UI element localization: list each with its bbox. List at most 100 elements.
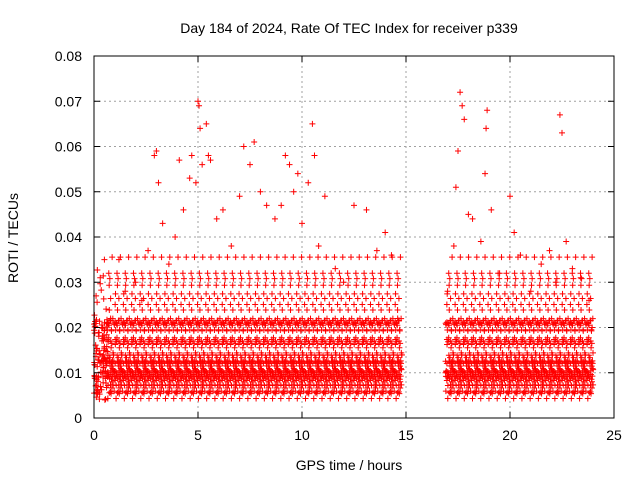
data-point: [361, 322, 368, 329]
data-point: [236, 290, 243, 297]
data-point: [161, 290, 168, 297]
data-point: [450, 243, 457, 250]
data-point: [261, 382, 268, 389]
data-point: [559, 129, 565, 136]
data-point: [228, 243, 235, 250]
data-point: [453, 270, 460, 277]
data-point: [546, 344, 553, 351]
data-point: [336, 322, 343, 329]
data-point: [314, 327, 321, 334]
data-point: [265, 385, 272, 392]
data-point: [584, 341, 591, 348]
data-point: [585, 338, 592, 345]
data-point: [588, 344, 595, 351]
data-point: [392, 290, 399, 297]
data-point: [171, 334, 178, 341]
data-point: [548, 315, 555, 322]
data-point: [273, 385, 280, 392]
data-point: [107, 295, 114, 302]
data-point: [364, 340, 371, 347]
data-point: [378, 306, 385, 313]
data-point: [373, 247, 380, 254]
data-point: [119, 388, 126, 395]
data-point: [489, 340, 496, 347]
data-point: [555, 390, 562, 397]
data-point: [588, 340, 595, 347]
data-point: [394, 282, 401, 289]
data-point: [240, 340, 247, 347]
data-point: [129, 370, 136, 377]
data-point: [138, 270, 145, 277]
data-point: [352, 338, 359, 345]
data-point: [376, 370, 383, 377]
data-point: [528, 306, 535, 313]
data-point: [578, 275, 585, 282]
data-point: [556, 378, 563, 385]
data-point: [453, 395, 460, 402]
data-point: [498, 378, 505, 385]
data-point: [538, 295, 545, 302]
data-point: [140, 295, 147, 302]
data-point: [509, 319, 516, 326]
data-point: [154, 338, 161, 345]
data-point: [535, 382, 542, 389]
data-point: [446, 275, 453, 282]
data-point: [127, 388, 134, 395]
data-point: [236, 193, 243, 200]
data-point: [338, 344, 345, 351]
data-point: [115, 275, 122, 282]
data-point: [117, 378, 124, 385]
data-point: [528, 282, 535, 289]
data-point: [287, 322, 294, 329]
data-point: [548, 381, 555, 388]
data-point: [323, 315, 330, 322]
data-point: [150, 340, 157, 347]
data-point: [98, 287, 105, 294]
data-point: [366, 388, 373, 395]
data-point: [287, 282, 294, 289]
data-point: [182, 340, 189, 347]
data-point: [231, 344, 238, 351]
data-point: [489, 390, 496, 397]
data-point: [321, 193, 328, 200]
data-point: [319, 382, 326, 389]
data-point: [196, 306, 203, 313]
data-point: [310, 370, 317, 377]
data-point: [372, 340, 379, 347]
data-point: [392, 319, 399, 326]
data-point: [515, 381, 522, 388]
data-point: [172, 282, 179, 289]
data-point: [279, 275, 286, 282]
data-point: [475, 388, 482, 395]
data-point: [256, 327, 263, 334]
data-point: [384, 290, 391, 297]
data-point: [318, 370, 325, 377]
data-point: [278, 338, 285, 345]
data-point: [166, 378, 173, 385]
data-point: [239, 344, 246, 351]
data-point: [192, 381, 199, 388]
data-point: [154, 370, 161, 377]
data-point: [352, 334, 359, 341]
data-point: [199, 378, 206, 385]
data-point: [134, 315, 141, 322]
data-point: [458, 315, 465, 322]
data-point: [296, 275, 303, 282]
data-point: [386, 275, 393, 282]
data-point: [145, 290, 152, 297]
data-point: [245, 270, 252, 277]
data-point: [571, 344, 578, 351]
data-point: [379, 295, 386, 302]
data-point: [264, 390, 271, 397]
data-point: [196, 322, 203, 329]
data-point: [227, 301, 234, 308]
data-point: [268, 290, 275, 297]
data-point: [543, 382, 550, 389]
data-point: [243, 319, 250, 326]
data-point: [539, 254, 546, 261]
x-axis-label: GPS time / hours: [296, 457, 403, 473]
data-point: [363, 344, 370, 351]
data-point: [124, 327, 131, 334]
data-point: [161, 341, 168, 348]
data-point: [372, 327, 379, 334]
